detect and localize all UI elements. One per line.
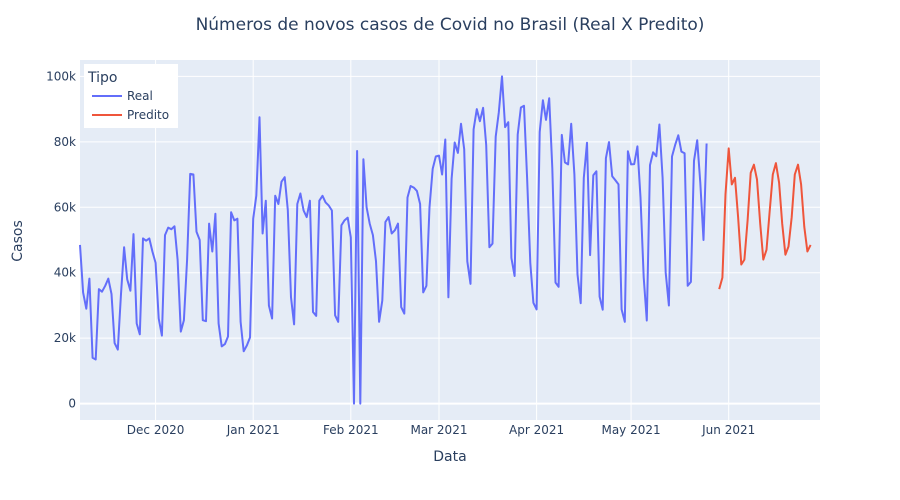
y-axis-ticks: 0 20k 40k 60k 80k 100k (46, 69, 76, 410)
legend-label-predito: Predito (127, 108, 169, 122)
series-line-real (79, 75, 708, 405)
legend-item-real[interactable]: Real (92, 89, 153, 103)
x-tick-label: Apr 2021 (509, 423, 564, 437)
x-tick-label: Mar 2021 (410, 423, 467, 437)
x-tick-label: Feb 2021 (323, 423, 379, 437)
y-tick-label: 80k (54, 135, 76, 149)
y-tick-label: 100k (46, 69, 76, 83)
data-series (79, 75, 812, 405)
y-axis-title: Casos (10, 220, 26, 262)
x-tick-label: Jun 2021 (701, 423, 755, 437)
legend-item-predito[interactable]: Predito (92, 108, 169, 122)
x-tick-label: Dec 2020 (127, 423, 185, 437)
y-tick-label: 40k (54, 266, 76, 280)
chart-title: Números de novos casos de Covid no Brasi… (196, 15, 705, 35)
x-tick-label: May 2021 (601, 423, 660, 437)
y-tick-label: 0 (68, 397, 76, 411)
y-tick-label: 60k (54, 200, 76, 214)
series-line-predito (718, 147, 812, 290)
y-tick-label: 20k (54, 331, 76, 345)
legend-label-real: Real (127, 89, 153, 103)
x-axis-title: Data (433, 449, 466, 465)
x-axis-ticks: Dec 2020 Jan 2021 Feb 2021 Mar 2021 Apr 2021… (127, 423, 755, 437)
legend-title: Tipo (87, 70, 117, 86)
x-tick-label: Jan 2021 (226, 423, 280, 437)
legend[interactable]: Tipo Real Predito (84, 64, 178, 128)
